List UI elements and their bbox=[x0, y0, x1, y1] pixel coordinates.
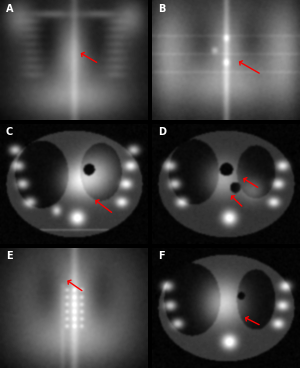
Text: F: F bbox=[158, 251, 165, 261]
Text: D: D bbox=[158, 127, 166, 138]
Text: C: C bbox=[6, 127, 13, 138]
Text: B: B bbox=[158, 4, 166, 14]
Text: E: E bbox=[6, 251, 13, 261]
Text: A: A bbox=[6, 4, 14, 14]
